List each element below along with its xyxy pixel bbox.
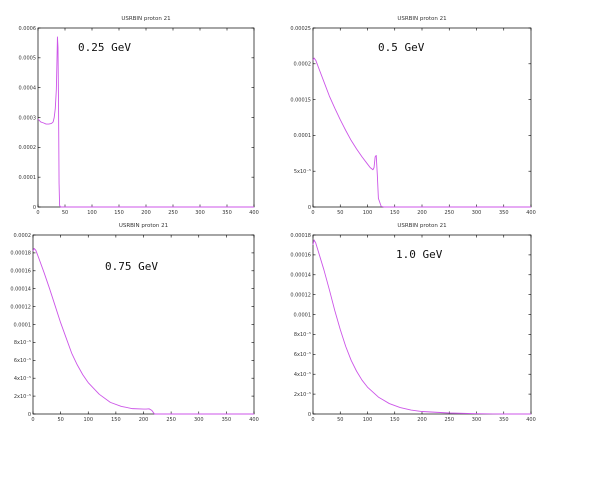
y-tick-label: 2x10⁻⁵ <box>294 392 311 398</box>
x-tick-label: 400 <box>249 417 259 423</box>
y-tick-label: 0.00014 <box>10 287 31 293</box>
energy-annotation: 0.25 GeV <box>78 41 131 54</box>
x-tick-label: 50 <box>57 417 63 423</box>
y-tick-label: 0.00012 <box>290 292 311 298</box>
y-tick-label: 6x10⁻⁵ <box>14 358 31 364</box>
chart-panel-2: USRBIN proton 21 0 50 100 150 200 250 300 350 400… <box>290 16 535 216</box>
y-tick-label: 5x10⁻⁵ <box>294 169 311 175</box>
series-line <box>312 57 531 208</box>
y-tick-label: 6x10⁻⁵ <box>294 352 311 358</box>
x-tick-label: 300 <box>472 417 482 423</box>
x-tick-label: 200 <box>417 210 427 216</box>
x-tick-label: 150 <box>390 417 400 423</box>
x-tick-label: 0 <box>311 417 314 423</box>
energy-annotation: 0.5 GeV <box>378 41 425 54</box>
series-line <box>312 239 531 415</box>
y-tick-label: 0.00014 <box>290 273 311 279</box>
y-tick-label: 0 <box>33 205 36 211</box>
y-tick-label: 0.00016 <box>10 269 31 275</box>
x-tick-label: 350 <box>222 417 232 423</box>
x-tick-label: 150 <box>390 210 400 216</box>
x-tick-label: 300 <box>194 417 204 423</box>
plot-frame <box>37 27 255 208</box>
y-tick-label: 8x10⁻⁵ <box>294 332 311 338</box>
x-tick-label: 150 <box>111 417 121 423</box>
x-tick-label: 400 <box>526 210 536 216</box>
energy-annotation: 0.75 GeV <box>105 260 158 273</box>
x-tick-label: 250 <box>444 210 454 216</box>
y-tick-label: 4x10⁻⁵ <box>294 372 311 378</box>
y-tick-label: 0.0006 <box>19 26 37 32</box>
x-tick-label: 300 <box>472 210 482 216</box>
chart-title: USRBIN proton 21 <box>119 223 168 229</box>
x-tick-label: 200 <box>141 210 151 216</box>
y-tick-label: 0.00016 <box>290 253 311 259</box>
y-tick-label: 0.00018 <box>290 233 311 239</box>
y-tick-label: 0.0001 <box>19 175 37 181</box>
y-tick-label: 0.0002 <box>14 233 32 239</box>
chart-title: USRBIN proton 21 <box>397 223 446 229</box>
x-tick-label: 400 <box>526 417 536 423</box>
y-tick-label: 0.0002 <box>19 145 37 151</box>
y-tick-label: 0.00025 <box>290 26 311 32</box>
x-tick-label: 100 <box>363 210 373 216</box>
y-tick-label: 8x10⁻⁵ <box>14 340 31 346</box>
chart-panel-1: USRBIN proton 21 0 50 100 150 200 250 300 350 400… <box>19 16 259 216</box>
x-tick-label: 0 <box>36 210 39 216</box>
y-tick-label: 4x10⁻⁵ <box>14 376 31 382</box>
x-tick-label: 400 <box>249 210 259 216</box>
y-tick-label: 0.00012 <box>10 304 31 310</box>
y-tick-label: 0.0002 <box>294 62 312 68</box>
chart-title: USRBIN proton 21 <box>121 16 170 22</box>
x-tick-label: 250 <box>166 417 176 423</box>
y-tick-label: 0.0001 <box>14 322 32 328</box>
x-tick-label: 200 <box>417 417 427 423</box>
x-tick-label: 0 <box>311 210 314 216</box>
y-tick-label: 0 <box>308 412 311 418</box>
y-tick-label: 0.00015 <box>290 97 311 103</box>
x-tick-label: 50 <box>337 417 343 423</box>
series-line <box>37 36 254 208</box>
x-tick-label: 150 <box>114 210 124 216</box>
x-tick-label: 250 <box>168 210 178 216</box>
chart-title: USRBIN proton 21 <box>397 16 446 22</box>
series-line <box>32 247 254 415</box>
x-tick-label: 350 <box>499 210 509 216</box>
chart-panel-3: USRBIN proton 21 0 50 100 150 200 250 300 350 400… <box>10 223 258 423</box>
y-tick-label: 0.0003 <box>19 115 37 121</box>
x-tick-label: 50 <box>62 210 68 216</box>
x-tick-label: 350 <box>499 417 509 423</box>
x-tick-label: 200 <box>139 417 149 423</box>
chart-panel-4: USRBIN proton 21 0 50 100 150 200 250 300 350 400… <box>290 223 535 423</box>
y-tick-label: 0 <box>28 412 31 418</box>
y-tick-label: 0.0004 <box>19 85 37 91</box>
y-tick-label: 0.0001 <box>294 312 312 318</box>
x-tick-label: 0 <box>31 417 34 423</box>
y-tick-label: 0.0001 <box>294 133 312 139</box>
x-tick-label: 350 <box>222 210 232 216</box>
x-tick-label: 250 <box>444 417 454 423</box>
y-tick-label: 0.0005 <box>19 56 37 62</box>
x-tick-label: 100 <box>87 210 97 216</box>
y-tick-label: 2x10⁻⁵ <box>14 394 31 400</box>
energy-annotation: 1.0 GeV <box>396 248 443 261</box>
y-tick-label: 0 <box>308 205 311 211</box>
y-tick-label: 0.00018 <box>10 251 31 257</box>
plot-frame <box>312 27 532 208</box>
x-tick-label: 100 <box>363 417 373 423</box>
x-tick-label: 300 <box>195 210 205 216</box>
x-tick-label: 100 <box>83 417 93 423</box>
x-tick-label: 50 <box>337 210 343 216</box>
plot-frame <box>312 234 532 415</box>
